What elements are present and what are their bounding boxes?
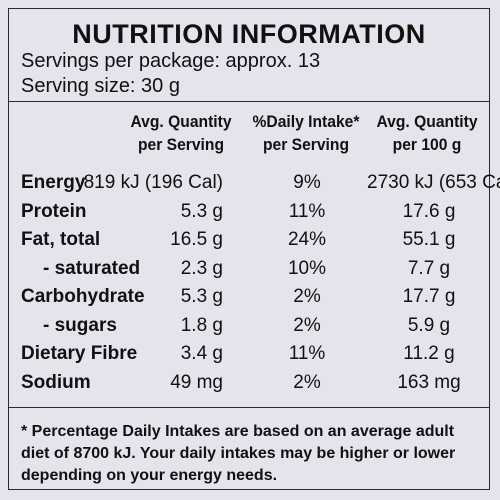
per-serving-value: 819 kJ (196 Cal) <box>83 172 223 193</box>
nutrient-name: Energy <box>21 172 86 193</box>
header-daily-intake: %Daily Intake* per Serving <box>252 112 360 154</box>
footnote: * Percentage Daily Intakes are based on … <box>21 423 456 484</box>
per-serving-value: 1.8 g <box>180 314 223 336</box>
nutrient-name: Protein <box>21 200 87 222</box>
table-row: Fat, total 16.5 g 24% 55.1 g <box>9 229 489 257</box>
daily-intake-value: 24% <box>287 229 327 250</box>
nutrient-name: - saturated <box>43 257 141 279</box>
per-100g-value: 17.7 g <box>402 286 456 307</box>
daily-intake-value: 2% <box>293 314 321 336</box>
nutrient-name: Dietary Fibre <box>21 343 138 364</box>
table-row: Dietary Fibre 3.4 g 11% 11.2 g <box>9 343 489 371</box>
daily-intake-value: 11% <box>288 200 326 222</box>
nutrient-name: Sodium <box>21 371 91 393</box>
table-row: Protein 5.3 g 11% 17.6 g <box>9 201 489 229</box>
daily-intake-value: 10% <box>287 257 327 279</box>
divider-bottom <box>9 407 489 408</box>
table-row: Sodium 49 mg 2% 163 mg <box>9 372 489 400</box>
divider-top <box>9 101 489 102</box>
per-serving-value: 16.5 g <box>170 229 223 250</box>
per-100g-value: 2730 kJ (653 Cal) <box>367 172 500 193</box>
header-per-100g: Avg. Quantity per 100 g <box>376 112 478 154</box>
table-row: - saturated 2.3 g 10% 7.7 g <box>9 258 489 286</box>
per-serving-value: 5.3 g <box>180 200 223 222</box>
nutrient-name: Carbohydrate <box>21 286 145 307</box>
per-100g-value: 7.7 g <box>407 257 451 279</box>
per-serving-value: 3.4 g <box>180 343 223 364</box>
per-100g-value: 55.1 g <box>402 229 456 250</box>
daily-intake-value: 11% <box>288 343 326 364</box>
header-per-serving: Avg. Quantity per Serving <box>130 112 232 154</box>
per-100g-value: 5.9 g <box>407 314 451 336</box>
serving-size: Serving size: 30 g <box>21 75 180 97</box>
panel-title: NUTRITION INFORMATION <box>72 19 426 49</box>
per-100g-value: 11.2 g <box>403 343 455 364</box>
per-100g-value: 163 mg <box>397 371 461 393</box>
per-serving-value: 2.3 g <box>180 257 223 279</box>
servings-per-package: Servings per package: approx. 13 <box>21 50 321 72</box>
table-row: Carbohydrate 5.3 g 2% 17.7 g <box>9 286 489 314</box>
nutrient-name: - sugars <box>43 314 117 336</box>
daily-intake-value: 2% <box>293 286 321 307</box>
per-serving-value: 49 mg <box>170 371 223 393</box>
nutrient-name: Fat, total <box>21 229 101 250</box>
per-100g-value: 17.6 g <box>402 200 456 222</box>
serving-info: Servings per package: approx. 13 Serving… <box>21 49 320 99</box>
daily-intake-value: 9% <box>293 172 321 193</box>
nutrition-panel: NUTRITION INFORMATION Servings per packa… <box>8 8 500 490</box>
table-row: - sugars 1.8 g 2% 5.9 g <box>9 315 489 343</box>
daily-intake-value: 2% <box>293 371 321 393</box>
per-serving-value: 5.3 g <box>180 286 223 307</box>
